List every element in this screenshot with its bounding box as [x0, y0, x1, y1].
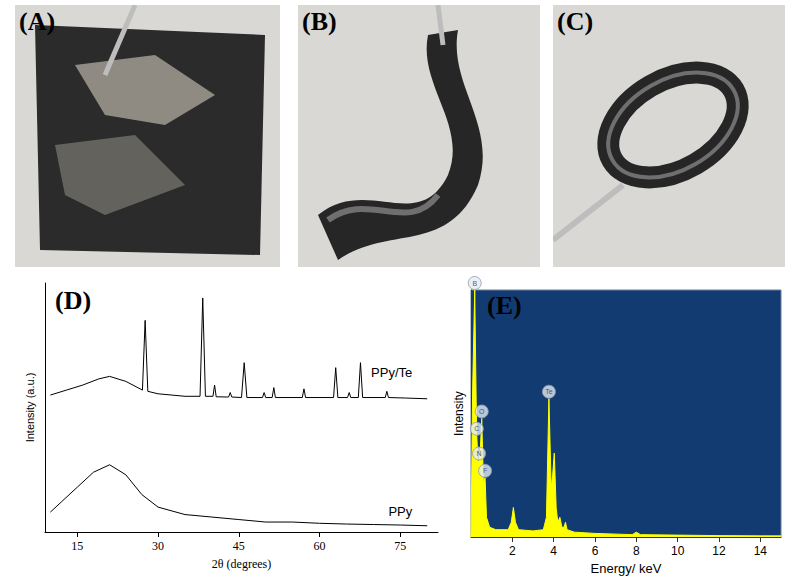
- svg-text:2: 2: [509, 544, 516, 558]
- svg-text:6: 6: [592, 544, 599, 558]
- svg-text:Intensity: Intensity: [452, 391, 466, 436]
- svg-text:10: 10: [671, 544, 685, 558]
- svg-text:30: 30: [152, 539, 164, 553]
- svg-text:(D): (D): [55, 286, 91, 315]
- html-text:(B): (B): [302, 7, 337, 36]
- svg-text:15: 15: [71, 539, 83, 553]
- svg-text:4: 4: [550, 544, 557, 558]
- svg-text:F: F: [483, 467, 487, 474]
- svg-text:Te: Te: [545, 388, 553, 395]
- svg-text:PPy: PPy: [388, 504, 412, 519]
- svg-text:C: C: [474, 425, 479, 432]
- svg-text:(E): (E): [487, 291, 522, 320]
- svg-text:14: 14: [754, 544, 768, 558]
- svg-text:O: O: [479, 408, 485, 415]
- svg-text:B: B: [472, 280, 477, 287]
- svg-text:45: 45: [233, 539, 245, 553]
- svg-text:75: 75: [394, 539, 406, 553]
- svg-text:N: N: [477, 450, 482, 457]
- svg-text:Intensity (a.u.): Intensity (a.u.): [24, 373, 36, 443]
- svg-text:60: 60: [314, 539, 326, 553]
- svg-text:2θ (degrees): 2θ (degrees): [212, 557, 271, 571]
- svg-text:8: 8: [633, 544, 640, 558]
- html-text:(A): (A): [19, 7, 56, 36]
- svg-text:Energy/ keV: Energy/ keV: [591, 561, 662, 576]
- svg-text:12: 12: [712, 544, 726, 558]
- html-text:(C): (C): [557, 7, 594, 36]
- svg-text:PPy/Te: PPy/Te: [371, 365, 412, 380]
